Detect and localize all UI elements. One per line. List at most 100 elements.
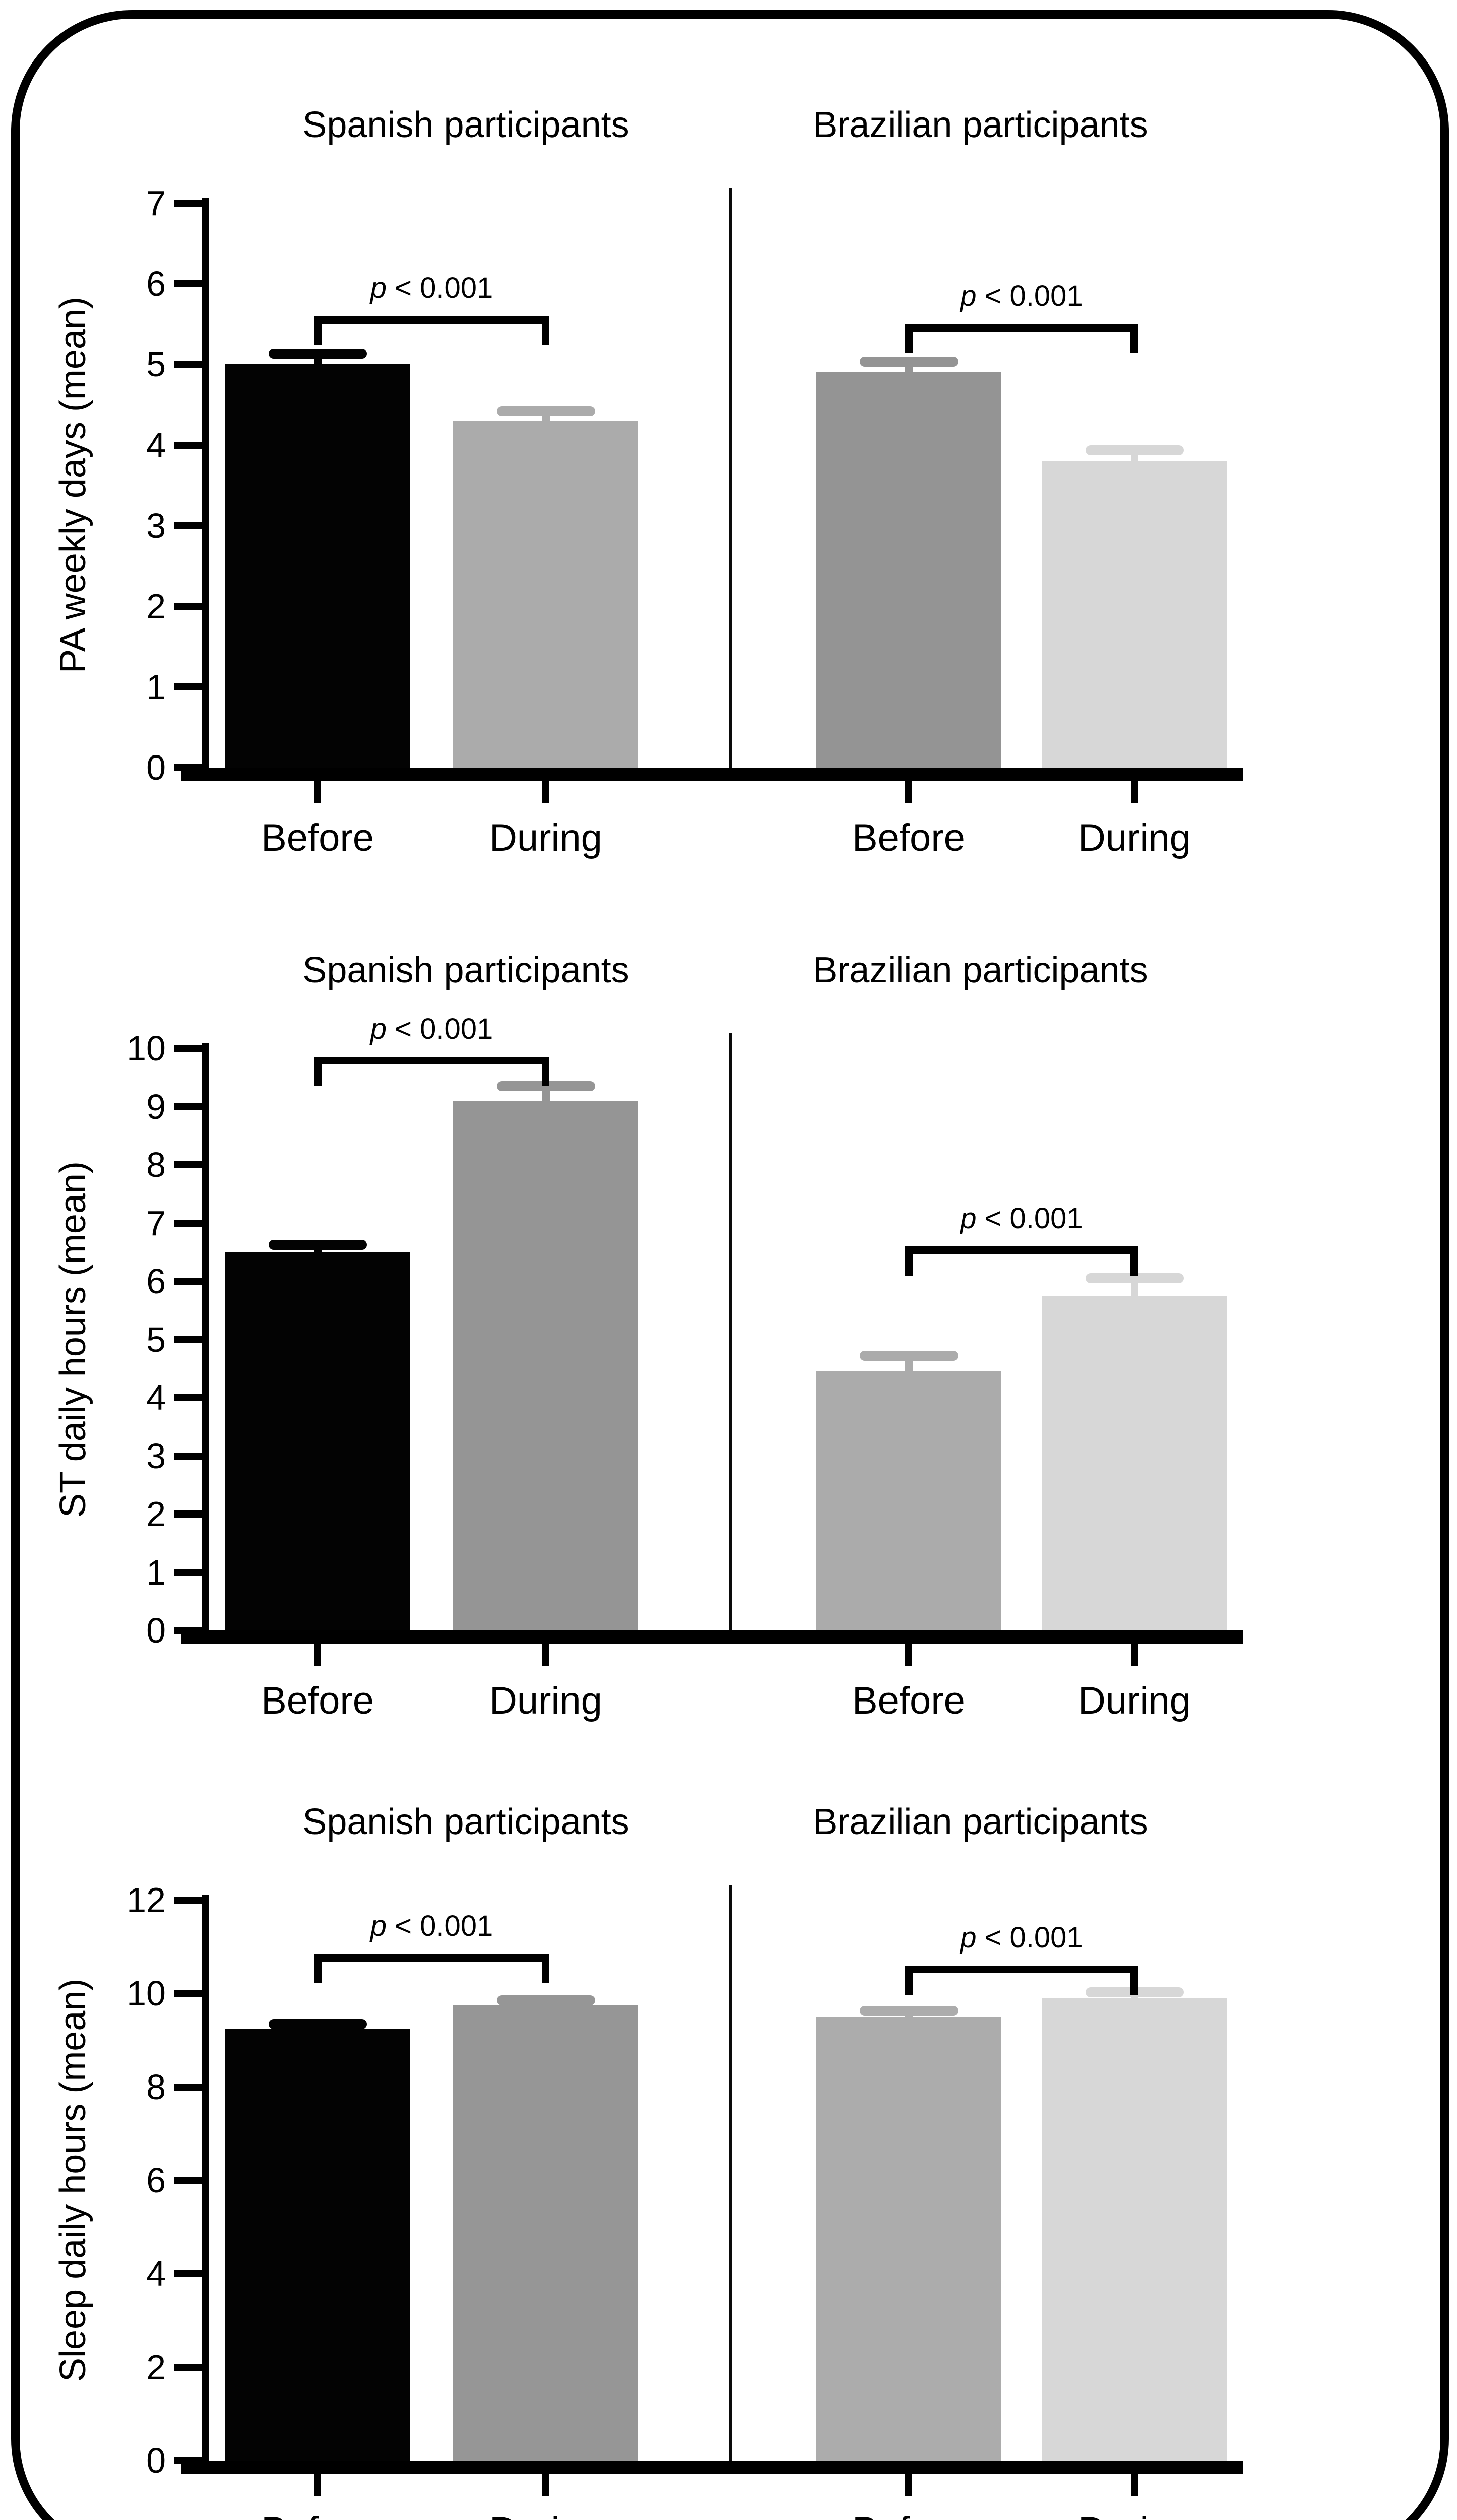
x-tick-mark — [542, 2474, 549, 2496]
y-axis-line — [202, 198, 209, 768]
x-axis-line — [181, 768, 1243, 781]
error-bar-cap — [496, 1995, 595, 2006]
y-tick-label: 4 — [146, 2254, 166, 2294]
y-tick-mark — [174, 1219, 202, 1227]
bar-before-spanish — [225, 364, 410, 768]
y-tick-label: 3 — [146, 1436, 166, 1476]
y-tick-label: 0 — [146, 748, 166, 787]
bar-during-brazilian — [1042, 1295, 1227, 1630]
p-value-text: < 0.001 — [386, 1909, 493, 1942]
error-bar-cap — [859, 2005, 958, 2016]
significance-bracket-brazilian — [905, 1246, 1138, 1276]
y-tick-label: 8 — [146, 1145, 166, 1184]
y-tick-label: 6 — [146, 2161, 166, 2200]
y-tick-mark — [174, 1627, 202, 1634]
y-tick-label: 10 — [126, 1029, 166, 1068]
y-tick-label: 7 — [146, 183, 166, 223]
error-bar-stem — [1130, 1278, 1138, 1299]
y-tick-label: 6 — [146, 264, 166, 303]
p-italic: p — [370, 1013, 387, 1046]
y-tick-mark — [174, 2363, 202, 2371]
y-tick-label: 6 — [146, 1262, 166, 1301]
y-tick-mark — [174, 522, 202, 529]
x-tick-mark — [1130, 2474, 1138, 2496]
y-tick-mark — [174, 1452, 202, 1460]
bar-during-spanish — [453, 2005, 639, 2461]
p-value-label-spanish: p < 0.001 — [318, 1906, 546, 1946]
y-tick-label: 2 — [146, 587, 166, 626]
x-tick-mark — [542, 781, 549, 803]
x-category-label: During — [489, 1679, 602, 1722]
bar-before-brazilian — [816, 1371, 1001, 1630]
y-tick-mark — [174, 2083, 202, 2091]
bar-before-spanish — [225, 1252, 410, 1630]
group-title-spanish: Spanish participants — [302, 1802, 629, 1842]
x-tick-mark — [314, 781, 322, 803]
x-category-label: Before — [192, 2503, 444, 2520]
panel-divider-line — [728, 188, 732, 768]
p-italic: p — [370, 1909, 387, 1942]
y-tick-mark — [174, 1103, 202, 1110]
p-value-label-brazilian: p < 0.001 — [909, 1918, 1134, 1958]
x-tick-mark — [1130, 781, 1138, 803]
group-title-brazilian: Brazilian participants — [813, 1802, 1148, 1842]
y-tick-mark — [174, 1568, 202, 1576]
group-title-spanish: Spanish participants — [302, 950, 629, 990]
x-category-label: During — [1008, 2503, 1260, 2520]
y-tick-mark — [174, 764, 202, 771]
y-tick-mark — [174, 1336, 202, 1343]
y-tick-mark — [174, 1161, 202, 1168]
error-bar-cap — [269, 1240, 367, 1250]
y-tick-label: 4 — [146, 425, 166, 465]
y-tick-mark — [174, 1045, 202, 1052]
x-category-label: Before — [783, 2503, 1035, 2520]
panel-divider-line — [728, 1885, 732, 2461]
panel-divider-line — [728, 1033, 732, 1630]
bar-before-spanish — [225, 2028, 410, 2461]
y-tick-mark — [174, 2270, 202, 2278]
y-tick-label: 0 — [146, 2441, 166, 2480]
y-tick-mark — [174, 603, 202, 610]
y-tick-label: 3 — [146, 506, 166, 545]
y-tick-label: 2 — [146, 2347, 166, 2387]
p-value-text: < 0.001 — [386, 1013, 493, 1046]
error-bar-cap — [859, 1350, 958, 1361]
y-tick-mark — [174, 1990, 202, 1997]
y-tick-mark — [174, 280, 202, 287]
group-title-spanish: Spanish participants — [302, 105, 629, 145]
error-bar-cap — [496, 406, 595, 416]
bar-during-brazilian — [1042, 1998, 1227, 2461]
x-category-label: During — [420, 2503, 672, 2520]
p-value-label-brazilian: p < 0.001 — [909, 1199, 1134, 1239]
y-tick-mark — [174, 1394, 202, 1401]
y-tick-mark — [174, 1278, 202, 1285]
y-tick-label: 0 — [146, 1611, 166, 1650]
y-axis-line — [202, 1043, 209, 1630]
x-tick-mark — [905, 2474, 912, 2496]
p-italic: p — [960, 1921, 977, 1954]
p-value-label-spanish: p < 0.001 — [318, 1009, 546, 1049]
x-tick-mark — [542, 1644, 549, 1666]
y-tick-label: 5 — [146, 1319, 166, 1359]
y-tick-mark — [174, 1510, 202, 1518]
y-tick-mark — [174, 442, 202, 449]
y-tick-label: 1 — [146, 1552, 166, 1592]
y-tick-mark — [174, 2457, 202, 2464]
significance-bracket-brazilian — [905, 324, 1138, 353]
y-tick-label: 1 — [146, 667, 166, 707]
error-bar-cap — [1085, 445, 1184, 455]
x-category-label: During — [1078, 1679, 1191, 1722]
y-tick-label: 2 — [146, 1494, 166, 1534]
error-bar-cap — [269, 2019, 367, 2029]
y-tick-mark — [174, 200, 202, 207]
x-category-label: Before — [852, 1679, 965, 1722]
p-value-text: < 0.001 — [976, 1202, 1083, 1235]
y-tick-label: 10 — [126, 1974, 166, 2013]
plot-area: 0 1 2 3 4 5 6 7 Before During p < 0.001 Before Durin… — [146, 183, 1243, 859]
x-category-label: During — [489, 816, 602, 859]
bar-during-spanish — [453, 421, 639, 768]
y-tick-mark — [174, 361, 202, 368]
y-tick-label: 4 — [146, 1378, 166, 1417]
error-bar-cap — [1085, 1273, 1184, 1284]
